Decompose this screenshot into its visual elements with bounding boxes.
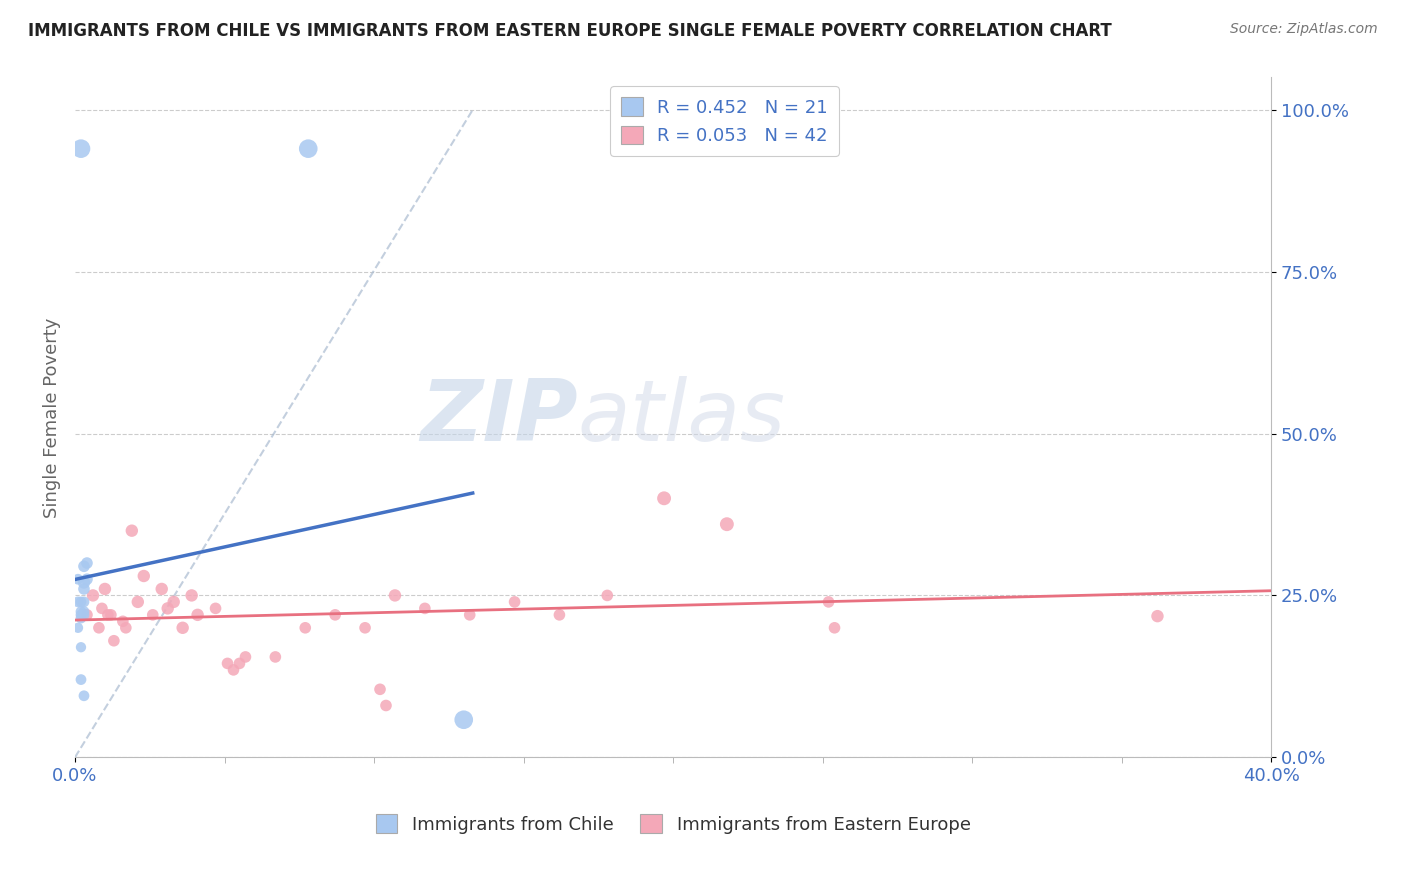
Point	[94, 582, 117, 596]
Point	[323, 607, 346, 622]
Point	[652, 491, 675, 506]
Point	[76, 556, 98, 570]
Point	[66, 621, 89, 635]
Point	[70, 673, 93, 687]
Point	[453, 713, 475, 727]
Point	[70, 142, 93, 156]
Point	[716, 517, 738, 532]
Text: IMMIGRANTS FROM CHILE VS IMMIGRANTS FROM EASTERN EUROPE SINGLE FEMALE POVERTY CO: IMMIGRANTS FROM CHILE VS IMMIGRANTS FROM…	[28, 22, 1112, 40]
Point	[180, 589, 202, 603]
Point	[142, 607, 165, 622]
Text: atlas: atlas	[578, 376, 786, 458]
Legend: Immigrants from Chile, Immigrants from Eastern Europe: Immigrants from Chile, Immigrants from E…	[368, 807, 977, 841]
Point	[73, 575, 96, 590]
Point	[115, 621, 138, 635]
Point	[73, 605, 96, 619]
Point	[596, 589, 619, 603]
Point	[82, 589, 104, 603]
Text: ZIP: ZIP	[420, 376, 578, 458]
Point	[384, 589, 406, 603]
Point	[66, 595, 89, 609]
Point	[70, 611, 93, 625]
Point	[294, 621, 316, 635]
Point	[187, 607, 209, 622]
Point	[1146, 609, 1168, 624]
Point	[354, 621, 377, 635]
Point	[228, 657, 250, 671]
Point	[824, 621, 846, 635]
Point	[90, 601, 112, 615]
Point	[70, 640, 93, 655]
Point	[73, 559, 96, 574]
Point	[97, 607, 120, 622]
Point	[297, 142, 319, 156]
Point	[121, 524, 143, 538]
Point	[217, 657, 239, 671]
Y-axis label: Single Female Poverty: Single Female Poverty	[44, 318, 60, 517]
Point	[73, 582, 96, 596]
Point	[235, 649, 257, 664]
Point	[100, 607, 122, 622]
Point	[76, 572, 98, 586]
Point	[375, 698, 398, 713]
Point	[73, 607, 96, 622]
Point	[132, 569, 155, 583]
Point	[503, 595, 526, 609]
Text: Source: ZipAtlas.com: Source: ZipAtlas.com	[1230, 22, 1378, 37]
Point	[413, 601, 436, 615]
Point	[222, 663, 245, 677]
Point	[70, 595, 93, 609]
Point	[458, 607, 481, 622]
Point	[163, 595, 186, 609]
Point	[150, 582, 173, 596]
Point	[172, 621, 194, 635]
Point	[127, 595, 149, 609]
Point	[70, 605, 93, 619]
Point	[87, 621, 110, 635]
Point	[264, 649, 287, 664]
Point	[76, 607, 98, 622]
Point	[368, 682, 391, 697]
Point	[70, 607, 93, 622]
Point	[548, 607, 571, 622]
Point	[156, 601, 179, 615]
Point	[66, 572, 89, 586]
Point	[111, 615, 134, 629]
Point	[73, 595, 96, 609]
Point	[103, 633, 125, 648]
Point	[817, 595, 839, 609]
Point	[73, 689, 96, 703]
Point	[204, 601, 226, 615]
